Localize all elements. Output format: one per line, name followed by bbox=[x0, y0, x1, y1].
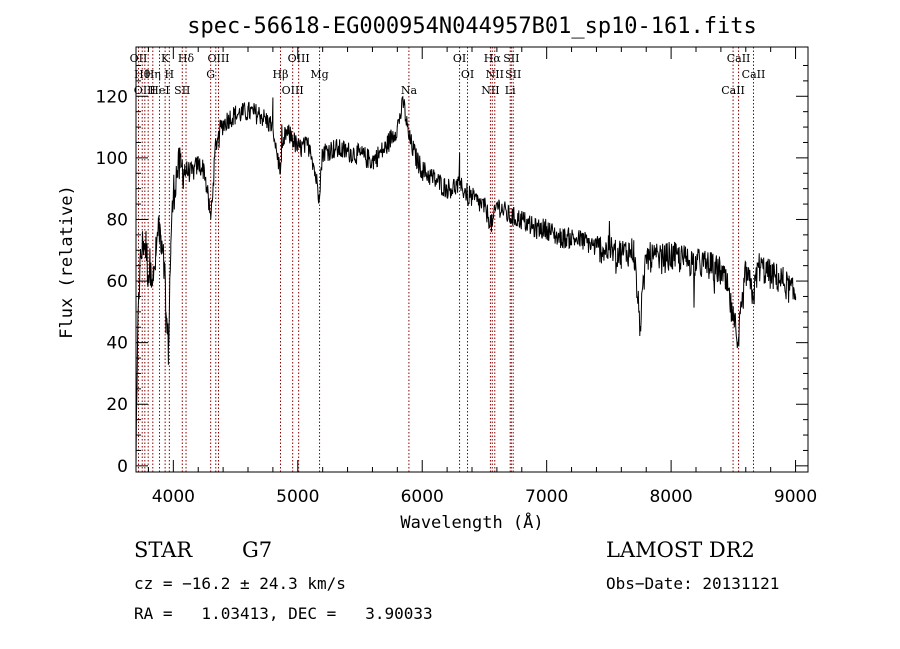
line-marker-label: Hβ bbox=[273, 68, 289, 81]
line-marker-label: Hα bbox=[484, 52, 502, 65]
line-marker-label: Hδ bbox=[178, 52, 195, 65]
line-marker-label: OIII bbox=[282, 84, 304, 97]
x-tick-label: 8000 bbox=[649, 487, 692, 507]
line-marker-label: OIII bbox=[134, 84, 156, 97]
spectral-line-labels: OIIHθOIIIHηHeIKHSIIHδGOIIIHβOIIIOIIIMgNa… bbox=[130, 52, 766, 97]
x-axis-ticks: 4000 5000 6000 7000 8000 9000 bbox=[147, 47, 817, 507]
spectral-line-markers bbox=[137, 47, 754, 472]
line-marker-label: SII bbox=[503, 52, 519, 65]
line-marker-label: Li bbox=[505, 84, 516, 97]
y-tick-label: 100 bbox=[96, 149, 128, 169]
line-marker-label: HeI bbox=[149, 84, 169, 97]
line-marker-label: SII bbox=[505, 68, 521, 81]
line-marker-label: OIII bbox=[207, 52, 229, 65]
line-marker-label: CaII bbox=[742, 68, 766, 81]
y-tick-label: 0 bbox=[117, 457, 128, 477]
line-marker-label: OI bbox=[461, 68, 474, 81]
sky-coordinates: RA = 1.03413, DEC = 3.90033 bbox=[134, 604, 433, 623]
observation-date: Obs−Date: 20131121 bbox=[606, 574, 780, 593]
x-tick-label: 6000 bbox=[401, 487, 444, 507]
x-tick-label: 9000 bbox=[774, 487, 817, 507]
line-marker-label: OII bbox=[130, 52, 148, 65]
line-marker-label: K bbox=[161, 52, 170, 65]
line-marker-label: CaII bbox=[727, 52, 751, 65]
y-axis-label: Flux (relative) bbox=[57, 185, 77, 339]
line-marker-label: NII bbox=[486, 68, 504, 81]
line-marker-label: CaII bbox=[721, 84, 745, 97]
line-marker-label: Na bbox=[401, 84, 418, 97]
y-tick-label: 120 bbox=[96, 87, 128, 107]
line-marker-label: H bbox=[165, 68, 175, 81]
redshift-velocity: cz = −16.2 ± 24.3 km/s bbox=[134, 574, 346, 593]
line-marker-label: Mg bbox=[310, 68, 328, 81]
y-tick-label: 60 bbox=[106, 272, 128, 292]
y-tick-label: 80 bbox=[106, 210, 128, 230]
x-tick-label: 4000 bbox=[152, 487, 195, 507]
line-marker-label: OIII bbox=[288, 52, 310, 65]
y-tick-label: 40 bbox=[106, 334, 128, 354]
line-marker-label: G bbox=[206, 68, 215, 81]
y-tick-label: 20 bbox=[106, 395, 128, 415]
object-class: STAR bbox=[134, 538, 193, 562]
object-subclass: G7 bbox=[242, 538, 273, 562]
line-marker-label: NII bbox=[481, 84, 499, 97]
y-axis-ticks: 0 20 40 60 80 100 120 bbox=[96, 64, 808, 477]
survey-name: LAMOST DR2 bbox=[606, 538, 755, 562]
spectrum-series-line bbox=[135, 95, 797, 466]
line-marker-label: OI bbox=[453, 52, 466, 65]
line-marker-label: SII bbox=[174, 84, 190, 97]
line-marker-label: Hη bbox=[145, 68, 161, 81]
x-tick-label: 7000 bbox=[525, 487, 568, 507]
x-axis-label: Wavelength (Å) bbox=[400, 511, 543, 533]
line-marker-label: Hθ bbox=[134, 68, 151, 81]
chart-title: spec-56618-EG000954N044957B01_sp10-161.f… bbox=[187, 14, 757, 39]
x-tick-label: 5000 bbox=[276, 487, 319, 507]
